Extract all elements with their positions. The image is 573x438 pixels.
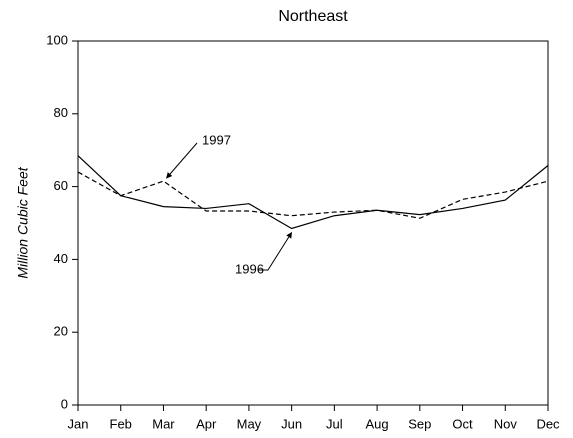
- plot-frame: [77, 40, 549, 406]
- y-tick-label: 80: [54, 105, 68, 120]
- y-tick-label: 60: [54, 178, 68, 193]
- chart-title: Northeast: [278, 8, 348, 25]
- y-axis-label: Million Cubic Feet: [15, 166, 31, 278]
- x-tick-label: Jun: [281, 416, 302, 431]
- x-tick-label: Apr: [196, 416, 217, 431]
- y-tick-label: 0: [61, 396, 68, 411]
- series-label: 1997: [202, 132, 231, 147]
- x-tick-label: Oct: [452, 416, 473, 431]
- x-tick-label: Jul: [326, 416, 343, 431]
- x-tick-label: Dec: [536, 416, 560, 431]
- x-tick-label: May: [237, 416, 262, 431]
- annotation-arrow: [166, 142, 198, 179]
- x-tick-label: Nov: [494, 416, 518, 431]
- x-tick-label: Feb: [110, 416, 132, 431]
- x-tick-label: Jan: [68, 416, 89, 431]
- y-tick-label: 20: [54, 324, 68, 339]
- x-tick-label: Mar: [152, 416, 175, 431]
- series-line: [77, 171, 549, 219]
- series-label: 1996: [235, 261, 264, 276]
- y-tick-label: 40: [54, 251, 68, 266]
- series-line: [77, 155, 549, 230]
- x-tick-label: Aug: [366, 416, 389, 431]
- x-tick-label: Sep: [408, 416, 431, 431]
- y-tick-label: 100: [46, 32, 68, 47]
- annotation-arrow: [258, 231, 293, 271]
